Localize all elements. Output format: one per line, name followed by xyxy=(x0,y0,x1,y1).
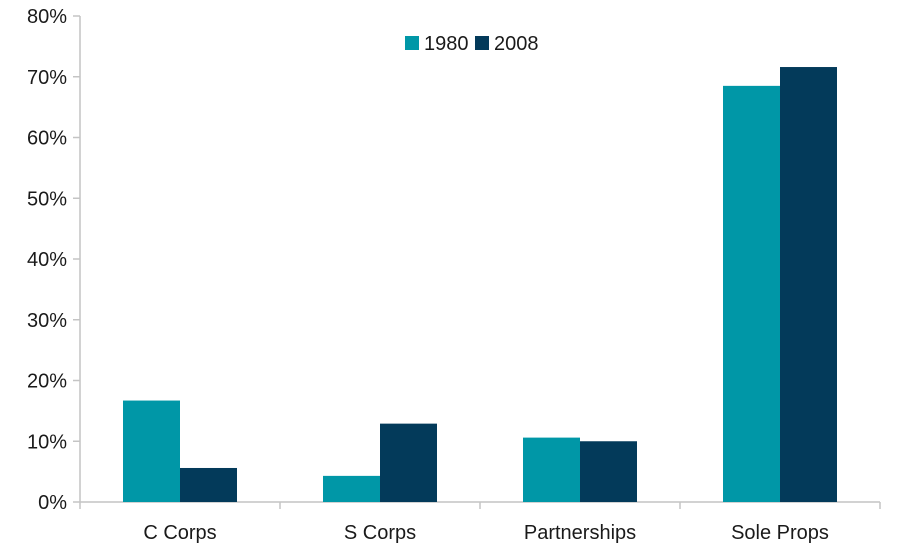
bar-1980-partnerships xyxy=(523,437,580,502)
y-tick-label: 80% xyxy=(27,6,67,28)
bar-1980-sole-props xyxy=(723,85,780,503)
y-tick-label: 40% xyxy=(27,249,67,271)
x-category-label: C Corps xyxy=(143,522,216,544)
legend: 1980 2008 xyxy=(405,33,539,55)
y-tick-label: 30% xyxy=(27,310,67,332)
labels: 0% 10% 20% 30% 40% 50% 60% 70% 80% C Corps S Corps… xyxy=(27,6,829,544)
bar-2008-partnerships xyxy=(580,441,637,502)
x-category-label: Sole Props xyxy=(731,522,829,544)
bar-2008-s-corps xyxy=(380,423,437,502)
y-tick-label: 60% xyxy=(27,128,67,150)
bar-2008-c-corps xyxy=(180,467,237,502)
legend-swatch-1980 xyxy=(405,36,419,50)
x-category-label: Partnerships xyxy=(524,522,636,544)
y-tick-label: 10% xyxy=(27,431,67,453)
y-tick-label: 20% xyxy=(27,371,67,393)
bar-1980-s-corps xyxy=(323,475,380,502)
y-tick-label: 70% xyxy=(27,67,67,89)
y-tick-label: 50% xyxy=(27,188,67,210)
legend-swatch-2008 xyxy=(475,36,489,50)
legend-label-1980: 1980 xyxy=(424,33,469,55)
legend-label-2008: 2008 xyxy=(494,33,539,55)
bar-2008-sole-props xyxy=(780,67,837,502)
bar-1980-c-corps xyxy=(123,400,180,502)
bars xyxy=(123,67,837,503)
y-tick-label: 0% xyxy=(38,492,67,514)
x-category-label: S Corps xyxy=(344,522,416,544)
